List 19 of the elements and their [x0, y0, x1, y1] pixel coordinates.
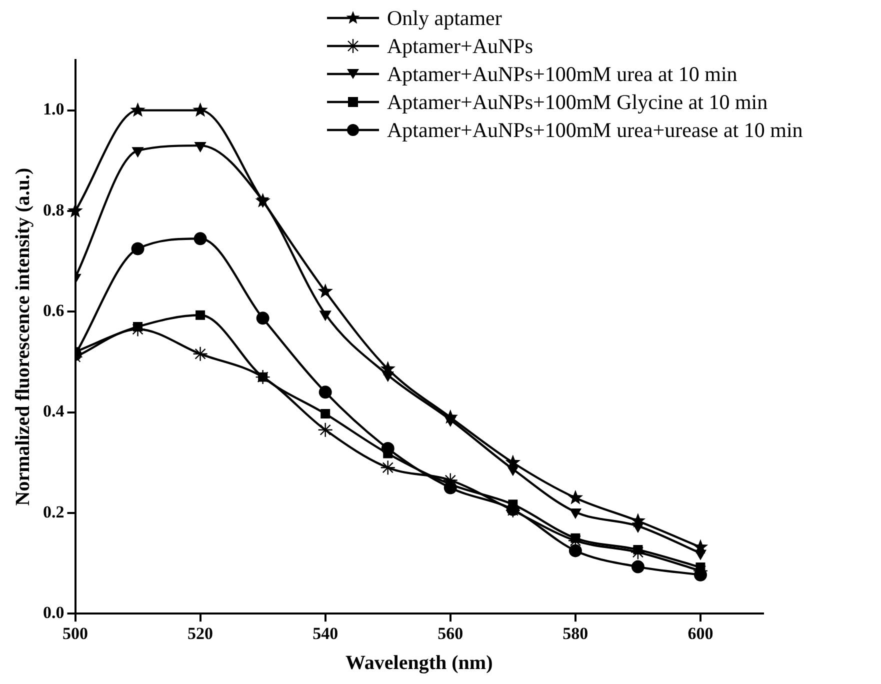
x-tick-label: 580: [562, 624, 588, 644]
x-tick-label: 540: [312, 624, 338, 644]
x-tick-label: 600: [688, 624, 714, 644]
y-tick-label: 0.6: [43, 301, 64, 320]
x-tick-label: 560: [438, 624, 464, 644]
x-tick-label: 500: [62, 624, 88, 644]
x-axis-title: Wavelength (nm): [346, 652, 493, 674]
y-axis-title: Normalized fluorescence intensity (a.u.): [12, 168, 34, 506]
legend-label: Aptamer+AuNPs: [387, 34, 533, 58]
y-tick-label: 0.2: [43, 502, 64, 522]
y-tick-label: 0.8: [43, 200, 64, 220]
legend-label: Only aptamer: [387, 6, 502, 30]
legend-label: Aptamer+AuNPs+100mM urea at 10 min: [387, 62, 738, 86]
y-tick-label: 1.0: [43, 100, 64, 119]
y-tick-label: 0.0: [43, 602, 64, 622]
x-tick-label: 520: [188, 624, 214, 644]
legend-label: Aptamer+AuNPs+100mM urea+urease at 10 min: [387, 118, 803, 142]
y-tick-label: 0.4: [43, 402, 65, 421]
legend-label: Aptamer+AuNPs+100mM Glycine at 10 min: [387, 90, 768, 114]
